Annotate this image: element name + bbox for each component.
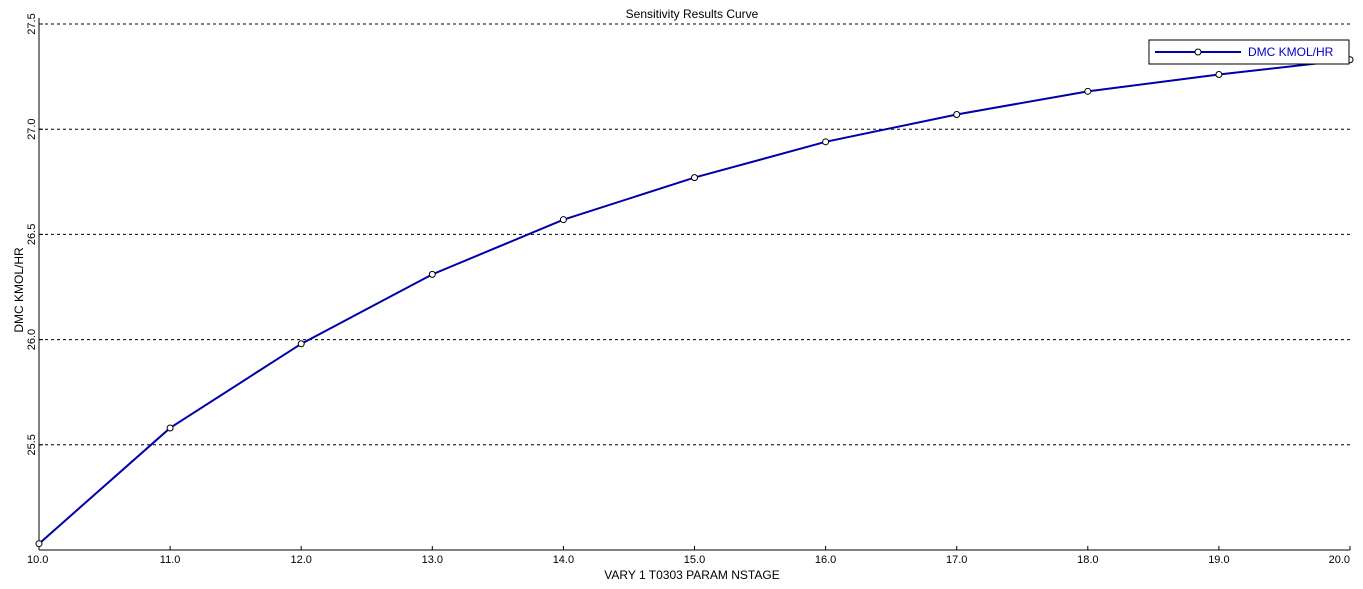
x-tick-label: 19.0	[1208, 554, 1229, 566]
x-tick-label: 20.0	[1329, 554, 1350, 566]
data-point	[1215, 70, 1223, 78]
y-tick-label: 26.5	[26, 224, 38, 245]
y-tick-label: 27.0	[26, 118, 38, 139]
x-tick-label: 16.0	[815, 554, 836, 566]
data-point	[822, 138, 830, 146]
y-tick-label: 26.0	[26, 329, 38, 350]
x-tick-label: 14.0	[553, 554, 574, 566]
legend[interactable]: DMC KMOL/HR	[1148, 39, 1350, 65]
gridlines	[39, 23, 1350, 446]
x-tick-label: 13.0	[422, 554, 443, 566]
y-axis-label: DMC KMOL/HR	[12, 247, 26, 333]
x-tick-label: 10.0	[27, 554, 48, 566]
x-tick-label: 17.0	[946, 554, 967, 566]
legend-marker	[1194, 48, 1202, 56]
chart-title: Sensitivity Results Curve	[626, 7, 759, 21]
x-tick-label: 12.0	[290, 554, 311, 566]
x-axis-ticks: 10.0 11.0 12.0 13.0 14.0 15.0 16.0 17.0 18.0 19.0…	[27, 546, 1351, 566]
x-tick-label: 18.0	[1077, 554, 1098, 566]
y-tick-label: 27.5	[26, 13, 38, 34]
data-point	[691, 174, 698, 182]
series-layer	[35, 56, 1354, 548]
data-point	[166, 424, 174, 432]
x-tick-label: 15.0	[684, 554, 705, 566]
x-axis-label: VARY 1 T0303 PARAM NSTAGE	[604, 568, 779, 582]
plot-area	[39, 24, 1350, 550]
data-point	[297, 340, 305, 348]
y-axis-ticks: 25.5 26.0 26.5 27.0 27.5	[26, 13, 43, 456]
data-point	[35, 540, 43, 548]
data-point	[428, 270, 436, 278]
data-point	[953, 110, 961, 118]
legend-label: DMC KMOL/HR	[1248, 45, 1334, 59]
x-tick-label: 11.0	[160, 554, 181, 566]
data-point	[559, 216, 567, 224]
data-point	[1084, 87, 1092, 95]
y-tick-label: 25.5	[26, 434, 38, 455]
